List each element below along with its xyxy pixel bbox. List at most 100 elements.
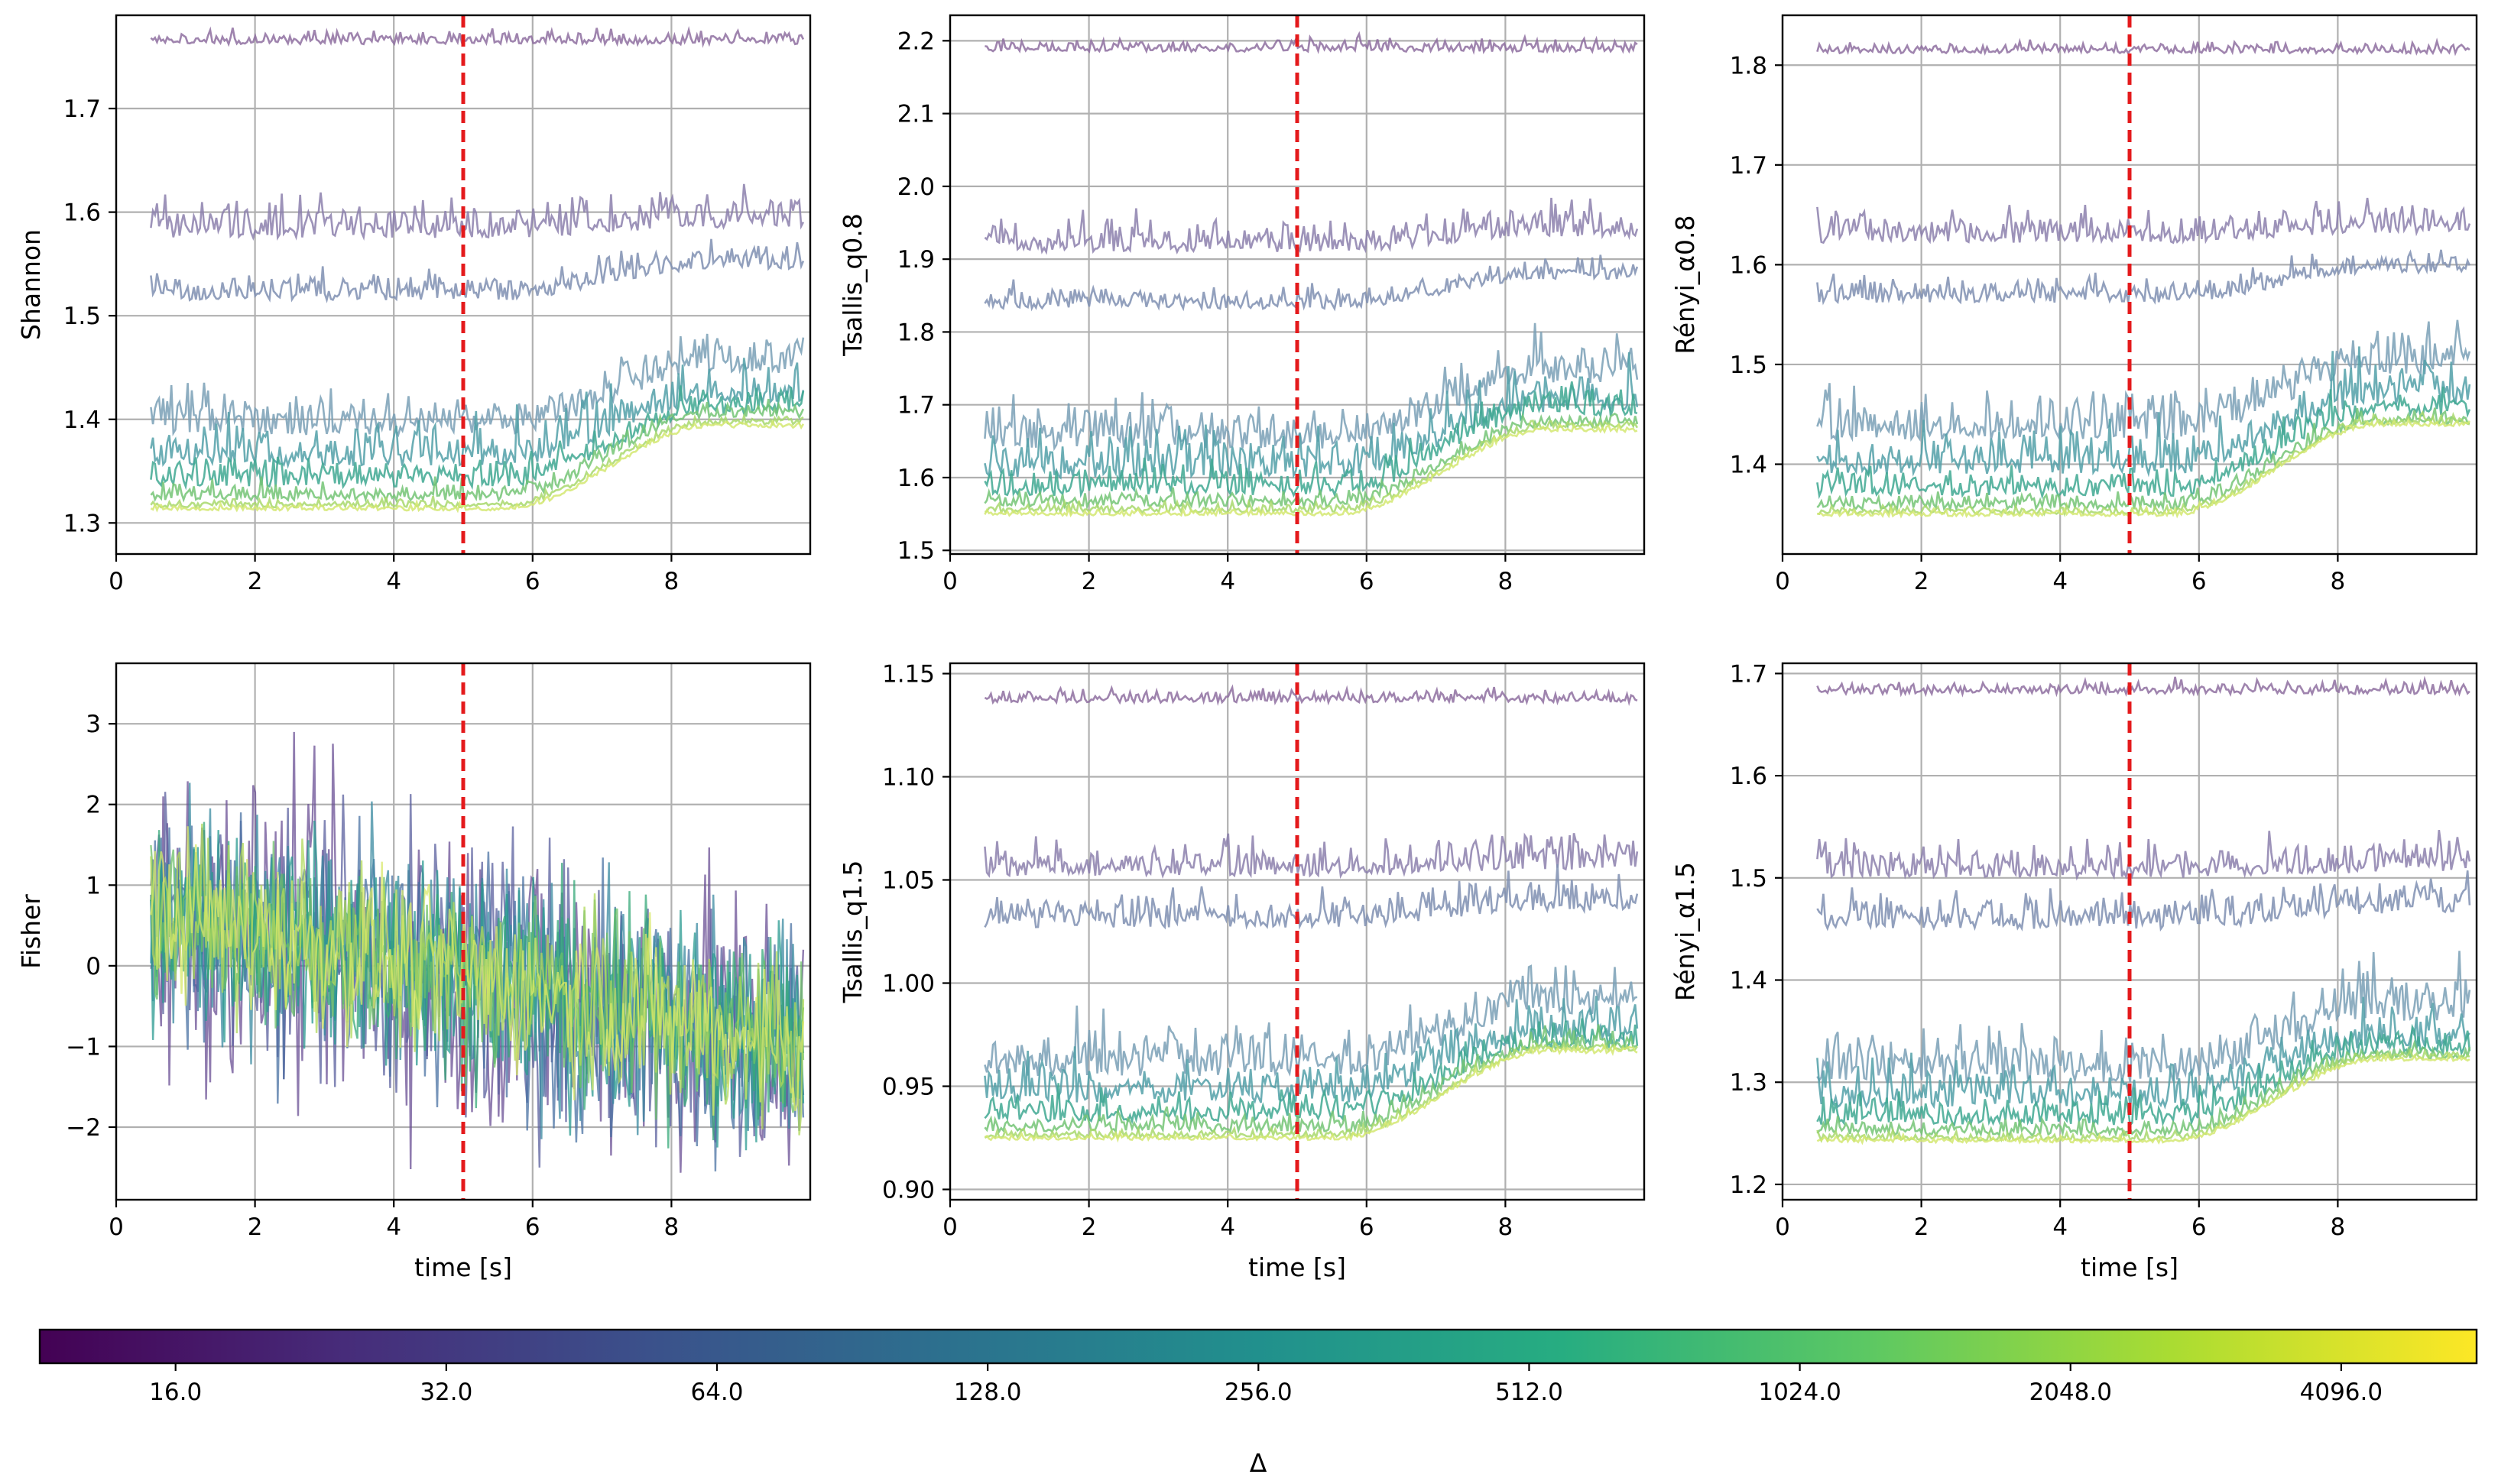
y-ticks: 0.90 0.95 1.00 1.05 1.10 1.15 [882, 661, 950, 1204]
y-tick-label: −1 [66, 1033, 101, 1061]
series-line [150, 412, 804, 511]
series-line [150, 238, 805, 304]
x-tick-label: 6 [525, 568, 540, 595]
series-group [984, 31, 1639, 518]
series-line [1816, 1051, 2470, 1145]
y-tick-label: 1.9 [897, 246, 935, 274]
y-tick-label: 1.7 [63, 96, 101, 123]
colorbar-label: Δ [1250, 1448, 1267, 1478]
axes-frame [1781, 14, 2478, 556]
colorbar-tick-label: 64.0 [690, 1379, 743, 1406]
series-group [150, 731, 805, 1173]
y-tick-label: 1.05 [882, 867, 935, 895]
series-line [985, 420, 1639, 517]
series-group [1816, 676, 2471, 1145]
series-line [1816, 249, 2471, 306]
colorbar-ticks: 16.0 32.0 64.0 128.0 256.0 512.0 1024.0 2048.0 4… [149, 1363, 2383, 1406]
y-axis-label: Shannon [16, 229, 46, 340]
x-tick-label: 8 [2331, 568, 2346, 595]
y-tick-label: 1.5 [63, 303, 101, 330]
y-ticks: 1.5 1.6 1.7 1.8 1.9 2.0 2.1 2.2 [897, 28, 950, 565]
series-line [984, 996, 1639, 1104]
series-line [984, 422, 1638, 518]
x-ticks: 0 2 4 6 8 [942, 1200, 1513, 1241]
panel-shannon: 0 2 4 6 8 1.3 1.4 1.5 1.6 1.7 Shannon [16, 14, 812, 595]
panel-tsallis-q15: 0 2 4 6 8 0.90 0.95 1.00 1.05 1.10 1.15 Tsallis_q… [838, 661, 1646, 1282]
series-line [150, 183, 805, 241]
x-tick-label: 4 [1220, 1213, 1235, 1241]
series-line [1816, 830, 2471, 881]
y-tick-label: 1 [86, 872, 101, 899]
x-tick-label: 6 [525, 1213, 540, 1241]
x-ticks: 0 2 4 6 8 [942, 554, 1513, 595]
y-tick-label: 2.1 [897, 101, 935, 128]
series-line [984, 1041, 1638, 1140]
series-line [1816, 676, 2470, 698]
y-ticks: 1.2 1.3 1.4 1.5 1.6 1.7 [1730, 660, 1783, 1199]
x-tick-label: 8 [664, 1213, 680, 1241]
panel-fisher: 0 2 4 6 8 −2 −1 0 1 2 3 Fisher time [s] [16, 662, 812, 1282]
x-tick-label: 4 [386, 1213, 401, 1241]
x-tick-label: 0 [109, 1213, 124, 1241]
y-tick-label: 1.6 [897, 465, 935, 492]
x-ticks: 0 2 4 6 8 [1775, 1200, 2345, 1241]
x-tick-label: 2 [1914, 1213, 1929, 1241]
y-axis-label: Tsallis_q0.8 [838, 213, 868, 357]
series-line [984, 1042, 1638, 1143]
x-tick-label: 6 [1359, 568, 1374, 595]
y-tick-label: 1.6 [63, 199, 101, 227]
y-tick-label: 1.6 [1730, 251, 1767, 279]
x-axis-label: time [s] [2081, 1252, 2178, 1282]
x-tick-label: 2 [248, 1213, 263, 1241]
x-tick-label: 8 [1498, 1213, 1513, 1241]
series-line [1816, 37, 2470, 57]
y-tick-label: 2.0 [897, 173, 935, 201]
x-tick-label: 4 [1220, 568, 1235, 595]
y-tick-label: 1.15 [882, 661, 935, 689]
y-tick-label: 1.5 [1730, 865, 1767, 893]
panel-tsallis-q08: 0 2 4 6 8 1.5 1.6 1.7 1.8 1.9 2.0 2.1 2.2 Tsallis_q… [838, 14, 1646, 595]
series-line [150, 398, 805, 504]
series-line [150, 419, 805, 514]
y-tick-label: 2 [86, 792, 101, 819]
x-tick-label: 8 [1498, 568, 1513, 595]
axes-frame [949, 14, 1646, 556]
x-axis-label: time [s] [414, 1252, 512, 1282]
x-tick-label: 4 [2052, 1213, 2068, 1241]
series-line [984, 352, 1639, 480]
x-tick-label: 0 [942, 568, 958, 595]
x-tick-label: 4 [386, 568, 401, 595]
y-axis-label: Fisher [16, 894, 46, 969]
y-axis-label: Rényi_α0.8 [1670, 215, 1700, 354]
series-line [150, 826, 805, 1116]
y-tick-label: 1.7 [1730, 152, 1767, 180]
series-line [984, 684, 1638, 707]
y-tick-label: 0.95 [882, 1074, 935, 1101]
y-tick-label: 1.3 [1730, 1069, 1767, 1097]
y-axis-label: Tsallis_q1.5 [838, 860, 868, 1004]
colorbar: 16.0 32.0 64.0 128.0 256.0 512.0 1024.0 2048.0 4… [38, 1328, 2478, 1478]
series-line [984, 197, 1639, 255]
x-ticks: 0 2 4 6 8 [109, 1200, 679, 1241]
series-line [1816, 1047, 2470, 1143]
x-tick-label: 0 [109, 568, 124, 595]
colorbar-tick-label: 2048.0 [2029, 1379, 2111, 1406]
series-group [984, 684, 1639, 1143]
x-ticks: 0 2 4 6 8 [109, 554, 679, 595]
x-axis-label: time [s] [1248, 1252, 1346, 1282]
y-tick-label: 1.8 [1730, 52, 1767, 79]
y-ticks: 1.4 1.5 1.6 1.7 1.8 [1730, 52, 1783, 479]
y-ticks: 1.3 1.4 1.5 1.6 1.7 [63, 96, 116, 537]
series-group [150, 25, 805, 514]
series-line [985, 31, 1638, 55]
series-line [1816, 386, 2471, 500]
series-line [150, 385, 805, 491]
axes-frame [115, 14, 812, 556]
panel-renyi-a15: 0 2 4 6 8 1.2 1.3 1.4 1.5 1.6 1.7 Rényi_α1.5 time… [1670, 660, 2478, 1282]
series-line [1816, 870, 2471, 932]
series-line [1816, 416, 2470, 519]
series-line [1816, 197, 2471, 245]
axes-frame [1781, 662, 2478, 1201]
y-axis-label: Rényi_α1.5 [1670, 862, 1700, 1001]
y-tick-label: 1.8 [897, 319, 935, 346]
